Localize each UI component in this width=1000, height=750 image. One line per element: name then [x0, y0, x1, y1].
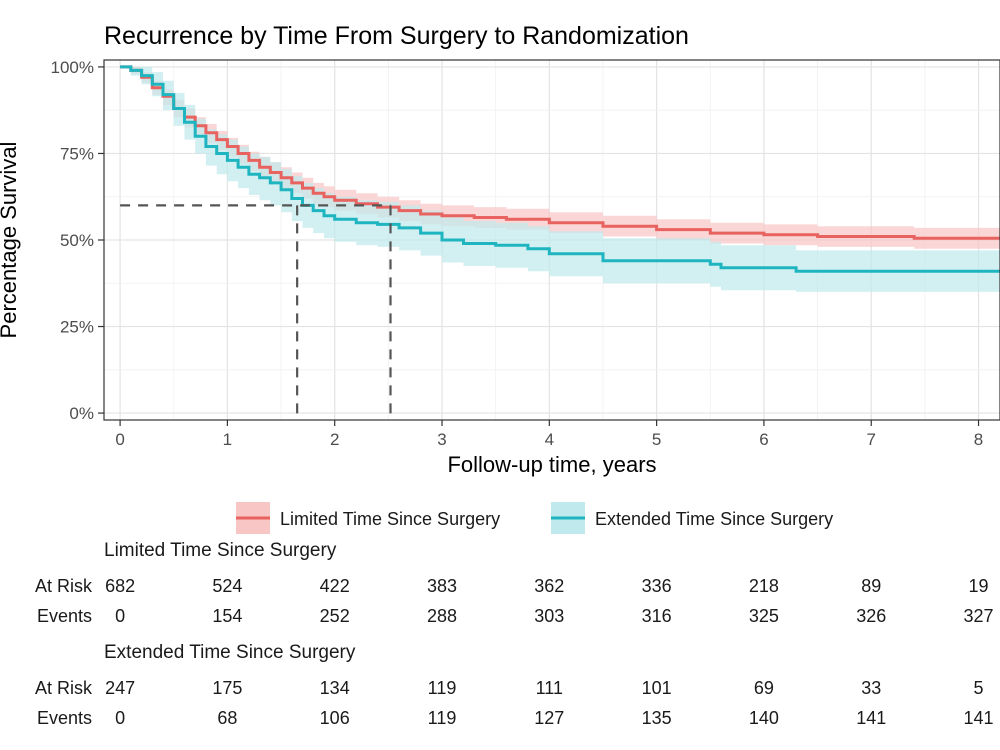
x-tick-label: 5	[652, 430, 661, 449]
risk-table-cell: 5	[974, 678, 984, 698]
legend-label-limited: Limited Time Since Surgery	[280, 509, 500, 529]
risk-table-cell: 325	[749, 606, 779, 626]
legend: Limited Time Since Surgery Extended Time…	[236, 502, 833, 534]
risk-table-cell: 0	[115, 708, 125, 728]
y-tick-label: 100%	[51, 58, 94, 77]
reference-lines	[120, 204, 392, 420]
risk-table-cell: 326	[856, 606, 886, 626]
x-tick-label: 3	[437, 430, 446, 449]
risk-table-cell: 303	[534, 606, 564, 626]
x-tick-label: 8	[974, 430, 983, 449]
survival-line-extended	[120, 65, 1000, 273]
survival-curves	[120, 65, 1000, 273]
risk-table-cell: 422	[320, 576, 350, 596]
y-tick-label: 0%	[69, 404, 94, 423]
risk-table-cell: 119	[428, 678, 457, 698]
risk-table-cells: 682 524 422 383 362 336 218 89 19 0 154 252 288 303 31…	[105, 576, 993, 728]
risk-table-title-extended: Extended Time Since Surgery	[104, 642, 356, 663]
risk-table-cell: 111	[536, 678, 563, 698]
risk-table-cell: 247	[105, 678, 135, 698]
risk-table-cell: 288	[427, 606, 457, 626]
risk-table-cell: 19	[969, 576, 989, 596]
x-tick-label: 2	[330, 430, 339, 449]
risk-table-cell: 362	[534, 576, 564, 596]
risk-table-cell: 127	[534, 708, 564, 728]
risk-table-cell: 135	[642, 708, 672, 728]
risk-table-cell: 101	[642, 678, 672, 698]
y-tick-label: 25%	[60, 318, 94, 337]
risk-table-cell: 336	[642, 576, 672, 596]
risk-table-cell: 175	[212, 678, 242, 698]
confidence-bands	[120, 66, 1000, 292]
risk-table-cell: 106	[320, 708, 350, 728]
y-tick-label: 50%	[60, 231, 94, 250]
risk-table-cell: 141	[964, 708, 994, 728]
risk-table-cell: 68	[217, 708, 237, 728]
x-tick-label: 6	[759, 430, 768, 449]
x-tick-label: 4	[545, 430, 554, 449]
risk-row-label-at-risk: At Risk	[35, 576, 93, 596]
risk-table-cell: 140	[749, 708, 779, 728]
y-axis-title: Percentage Survival	[0, 142, 21, 339]
y-axis-ticks: 0% 25% 50% 75% 100%	[51, 58, 104, 423]
risk-table-cell: 69	[754, 678, 774, 698]
risk-table-cell: 134	[320, 678, 350, 698]
x-axis-ticks: 0 1 2 3 4 5 6 7 8	[115, 420, 983, 449]
legend-label-extended: Extended Time Since Surgery	[595, 509, 833, 529]
risk-table-cell: 218	[749, 576, 779, 596]
risk-table-cell: 383	[427, 576, 457, 596]
risk-table-cell: 154	[212, 606, 242, 626]
risk-table-cell: 33	[861, 678, 881, 698]
risk-table-cell: 0	[115, 606, 125, 626]
chart-title: Recurrence by Time From Surgery to Rando…	[104, 22, 689, 50]
risk-table-title-limited: Limited Time Since Surgery	[104, 540, 337, 561]
risk-table-cell: 89	[861, 576, 881, 596]
risk-table-cell: 119	[428, 708, 457, 728]
risk-table: Limited Time Since Surgery At Risk Event…	[35, 540, 994, 728]
confidence-band-extended	[120, 66, 1000, 292]
risk-table-cell: 316	[642, 606, 672, 626]
x-tick-label: 0	[115, 430, 124, 449]
plot-panel	[103, 59, 1000, 421]
risk-row-label-at-risk: At Risk	[35, 678, 93, 698]
x-axis-title: Follow-up time, years	[447, 452, 656, 477]
risk-table-cell: 524	[212, 576, 242, 596]
y-tick-label: 75%	[60, 144, 94, 163]
risk-table-cell: 327	[964, 606, 994, 626]
risk-table-cell: 141	[856, 708, 886, 728]
risk-table-cell: 252	[320, 606, 350, 626]
x-tick-label: 7	[866, 430, 875, 449]
risk-row-label-events: Events	[37, 708, 92, 728]
risk-row-label-events: Events	[37, 606, 92, 626]
risk-table-cell: 682	[105, 576, 135, 596]
x-tick-label: 1	[223, 430, 232, 449]
